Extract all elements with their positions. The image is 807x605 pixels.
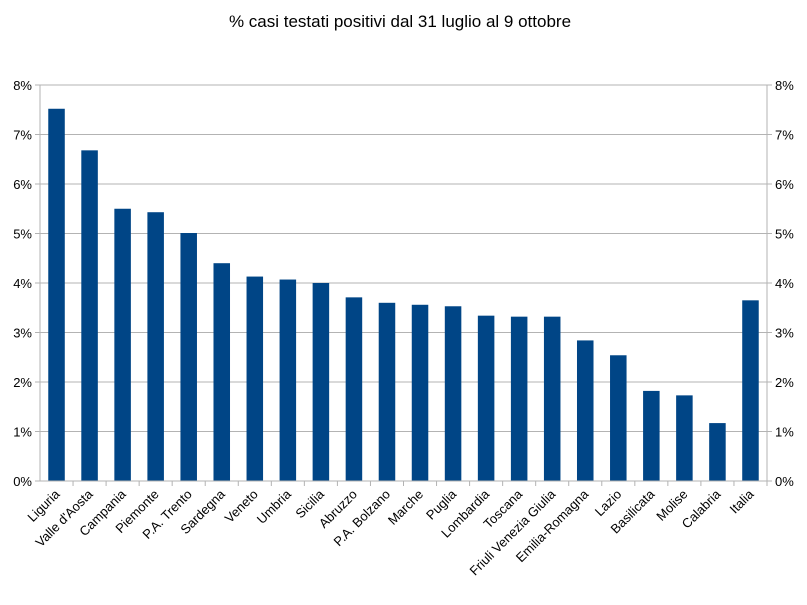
y-tick-label-right: 0% — [775, 474, 794, 489]
y-tick-label-left: 5% — [13, 227, 32, 242]
bar — [246, 276, 264, 481]
y-tick-label-left: 6% — [13, 177, 32, 192]
y-tick-label-left: 7% — [13, 128, 32, 143]
x-category-label: Italia — [727, 486, 758, 517]
bar — [477, 315, 495, 481]
bar — [279, 279, 297, 481]
y-tick-label-left: 3% — [13, 326, 32, 341]
bar — [543, 316, 561, 481]
chart-title: % casi testati positivi dal 31 luglio al… — [229, 12, 571, 31]
y-tick-label-right: 6% — [775, 177, 794, 192]
x-category-label: Veneto — [222, 487, 261, 526]
bars — [48, 108, 759, 481]
bar — [48, 108, 65, 481]
bar — [147, 212, 164, 481]
y-tick-label-right: 3% — [775, 326, 794, 341]
bar — [444, 306, 462, 481]
bar — [114, 208, 131, 481]
y-tick-label-right: 4% — [775, 276, 794, 291]
y-tick-label-left: 4% — [13, 276, 32, 291]
y-tick-label-left: 1% — [13, 425, 32, 440]
y-axis-left-ticks: 0% 1% 2% 3% 4% 5% 6% 7% 8% — [13, 78, 32, 489]
bar — [676, 395, 693, 481]
bar — [180, 233, 197, 481]
bar — [576, 340, 594, 481]
bar — [709, 423, 726, 481]
y-tick-label-left: 0% — [13, 474, 32, 489]
bar — [213, 263, 231, 481]
x-category-label: Marche — [385, 487, 426, 528]
y-tick-label-right: 8% — [775, 78, 794, 93]
y-tick-label-left: 2% — [13, 375, 32, 390]
y-tick-label-right: 1% — [775, 425, 794, 440]
bar — [81, 150, 98, 481]
x-category-label: Umbria — [254, 486, 295, 527]
axes — [35, 84, 772, 486]
bar — [345, 297, 363, 481]
bar — [643, 390, 660, 481]
y-tick-label-right: 7% — [775, 128, 794, 143]
bar — [411, 304, 429, 481]
y-tick-label-right: 5% — [775, 227, 794, 242]
y-axis-right-ticks: 0% 1% 2% 3% 4% 5% 6% 7% 8% — [775, 78, 794, 489]
bar — [610, 355, 627, 481]
bar — [742, 300, 759, 481]
y-tick-label-left: 8% — [13, 78, 32, 93]
bar — [312, 283, 330, 481]
bar — [510, 316, 528, 481]
y-tick-label-right: 2% — [775, 375, 794, 390]
bar — [378, 302, 396, 481]
